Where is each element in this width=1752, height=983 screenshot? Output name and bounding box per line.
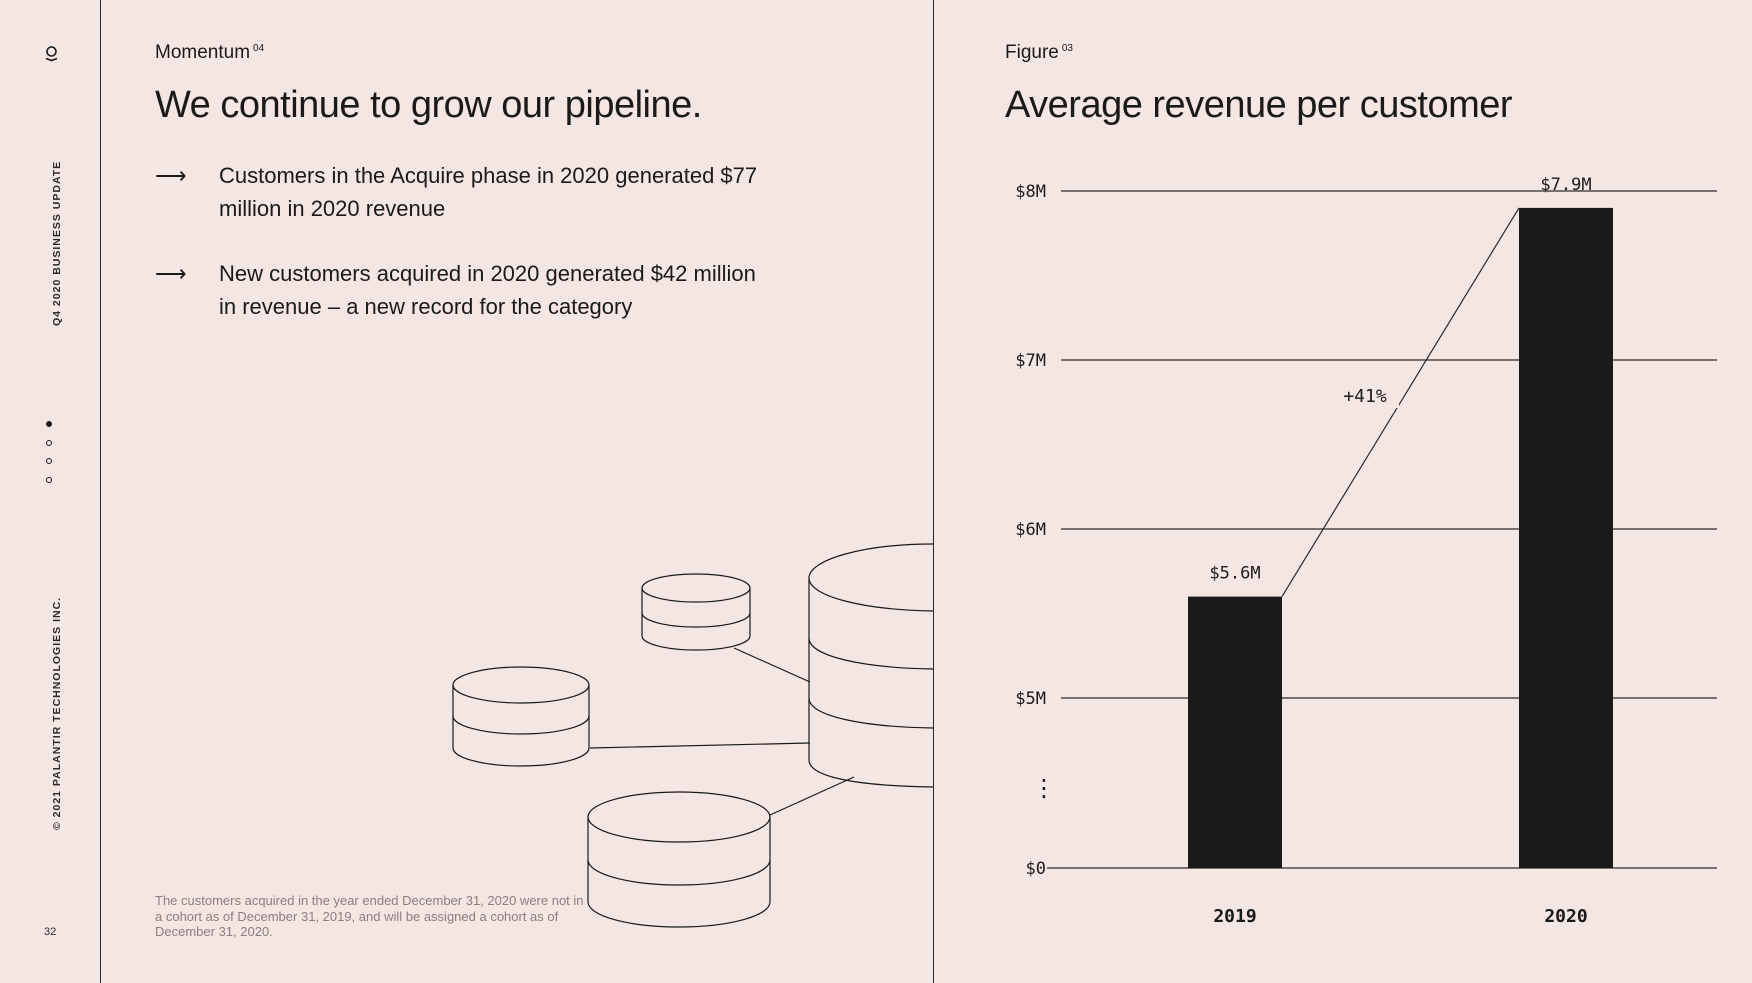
axis-break-marker: ⋮	[1032, 774, 1056, 802]
y-tick-label: $8M	[1015, 182, 1046, 202]
bullet-text: Customers in the Acquire phase in 2020 g…	[219, 163, 758, 221]
page-number: 32	[44, 926, 57, 938]
figure-label: Figure	[1005, 42, 1059, 63]
section-number: 04	[253, 42, 265, 54]
data-label: $5.6M	[1209, 564, 1260, 584]
report-label: Q4 2020 BUSINESS UPDATE	[51, 160, 63, 326]
side-rail: Q4 2020 BUSINESS UPDATE © 2021 PALANTIR …	[0, 0, 101, 983]
y-tick-label: $7M	[1015, 351, 1046, 371]
arrow-right-icon: ⟶	[155, 261, 187, 286]
copyright-label: © 2021 PALANTIR TECHNOLOGIES INC.	[51, 596, 63, 830]
pagination-dot-2[interactable]	[46, 439, 52, 446]
bar	[1188, 596, 1282, 868]
section-name: Momentum	[155, 42, 251, 63]
chart-title: Average revenue per customer	[1005, 84, 1513, 126]
chart-pane: Figure 03 Average revenue per customer $0…	[935, 0, 1752, 983]
pagination-dots	[46, 421, 52, 495]
arrow-right-icon: ⟶	[155, 163, 187, 188]
bullet-text: New customers acquired in 2020 generated…	[219, 261, 756, 319]
palantir-logo-icon	[45, 46, 58, 62]
annotation-background	[1331, 384, 1399, 408]
footnote: The customers acquired in the year ended…	[155, 893, 584, 939]
y-tick-label: $0	[1026, 859, 1046, 879]
figure-number: 03	[1061, 42, 1073, 54]
left-pane: Momentum 04 We continue to grow our pipel…	[102, 0, 934, 983]
x-tick-label: 2019	[1213, 906, 1256, 927]
database-cylinders-icon	[452, 543, 933, 928]
data-label: $7.9M	[1540, 175, 1591, 195]
pagination-dot-3[interactable]	[46, 458, 52, 464]
pagination-dot-1[interactable]	[46, 421, 52, 427]
page-title: We continue to grow our pipeline.	[155, 84, 702, 126]
pagination-dot-4[interactable]	[46, 476, 52, 483]
y-tick-label: $6M	[1015, 520, 1046, 540]
bar-chart: $0 $5M $6M $7M $8M ⋮ +41% $5.6M $7.9M 2019 2020	[1015, 175, 1717, 927]
y-tick-label: $5M	[1015, 689, 1046, 709]
section-eyebrow: Momentum 04	[155, 42, 264, 64]
x-tick-label: 2020	[1544, 906, 1587, 927]
figure-eyebrow: Figure 03	[1005, 42, 1073, 64]
growth-annotation: +41%	[1343, 386, 1387, 407]
growth-line	[1281, 207, 1520, 597]
bar	[1519, 207, 1613, 868]
bullet-item: ⟶ Customers in the Acquire phase in 2020…	[155, 160, 775, 225]
bullet-item: ⟶ New customers acquired in 2020 generat…	[155, 258, 775, 323]
